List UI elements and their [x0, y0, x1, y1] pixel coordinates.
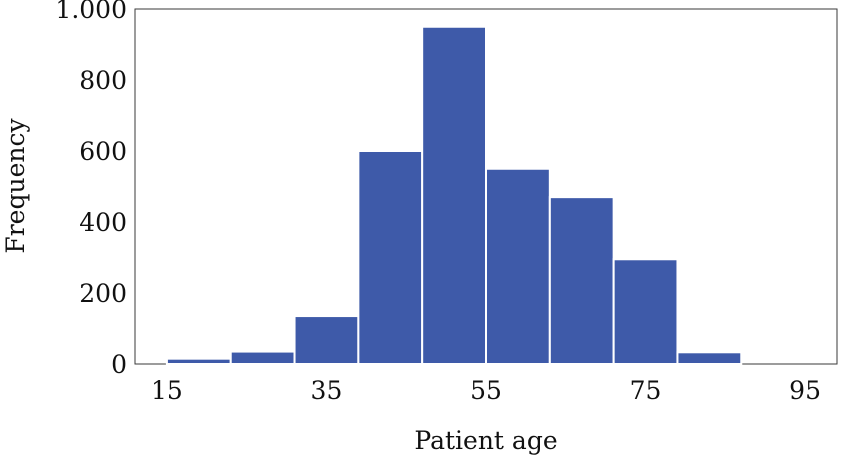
y-tick-label-6: 1.000: [55, 0, 127, 24]
y-axis-tick-labels: 0 200 400 600 800 1.000: [55, 0, 127, 379]
y-tick-label-2: 200: [79, 279, 127, 308]
histogram-bar-4: [357, 150, 424, 365]
histogram-bar-3: [293, 315, 360, 366]
histogram-bar-5: [421, 25, 487, 365]
x-axis-title: Patient age: [414, 426, 557, 455]
y-tick-label-5: 800: [79, 66, 127, 95]
x-tick-label-4: 75: [630, 376, 662, 405]
x-tick-label-3: 55: [470, 376, 502, 405]
bars-group: [165, 25, 743, 366]
x-tick-label-2: 35: [311, 376, 343, 405]
plot-area: 0 200 400 600 800 1.000 15 35 55 75 95: [55, 0, 838, 405]
histogram-bar-6: [485, 167, 551, 365]
y-tick-label-3: 400: [79, 208, 127, 237]
x-axis-tick-labels: 15 35 55 75 95: [151, 376, 821, 405]
histogram-bar-2: [229, 350, 296, 366]
y-axis-title: Frequency: [1, 118, 30, 254]
y-tick-label-1: 0: [111, 350, 127, 379]
x-tick-label-1: 15: [151, 376, 183, 405]
x-tick-label-5: 95: [789, 376, 821, 405]
histogram-bar-9: [676, 351, 743, 366]
histogram-bar-1: [165, 357, 232, 365]
histogram-bar-7: [548, 196, 615, 365]
histogram-bar-8: [612, 258, 679, 365]
y-tick-label-4: 600: [79, 137, 127, 166]
